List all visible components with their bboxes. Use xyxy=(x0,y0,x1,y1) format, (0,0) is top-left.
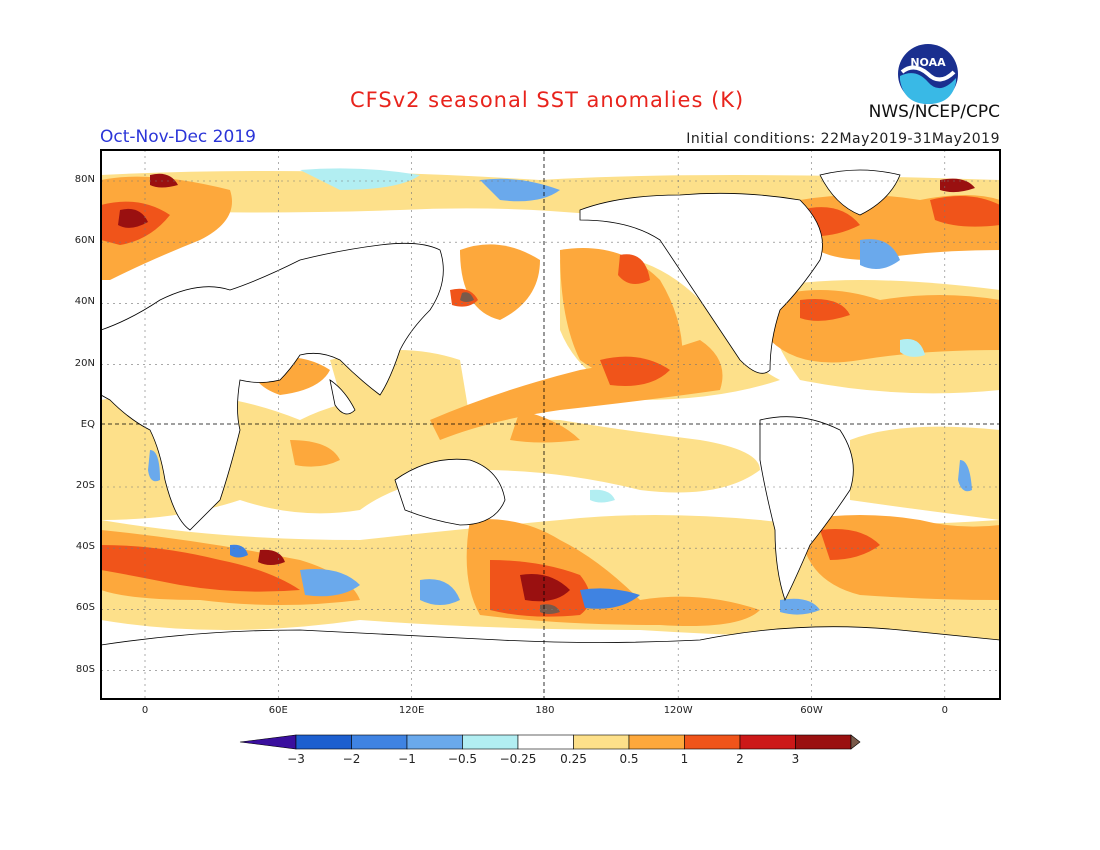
africa-eurasia xyxy=(101,242,444,531)
lat-label: 80S xyxy=(75,663,95,675)
noaa-logo-text: NOAA xyxy=(910,56,946,69)
noaa-logo: NOAA xyxy=(898,44,958,104)
colorbar-swatch xyxy=(684,734,741,750)
colorbar-swatch xyxy=(351,734,408,750)
lat-label: 20S xyxy=(75,480,95,491)
season-label: Oct-Nov-Dec 2019 xyxy=(100,127,256,147)
north-america xyxy=(579,192,823,374)
lat-label: 80N xyxy=(74,174,95,185)
map-frame xyxy=(100,149,1001,700)
colorbar-tick-label: 0.25 xyxy=(560,752,587,766)
colorbar xyxy=(239,734,861,750)
colorbar-swatch xyxy=(462,734,519,750)
colorbar-swatch xyxy=(795,734,852,750)
lon-label: 120W xyxy=(663,705,693,716)
lat-label: 60S xyxy=(75,602,95,614)
colorbar-tick-label: −2 xyxy=(342,752,361,766)
antarctica xyxy=(101,626,1000,699)
colorbar-tick-label: −0.5 xyxy=(447,752,478,766)
lon-label: 180 xyxy=(535,705,555,716)
lon-label: 0 xyxy=(941,705,948,716)
lat-label: 20N xyxy=(74,357,95,369)
colorbar-tick-label: 1 xyxy=(680,752,689,766)
colorbar-swatch xyxy=(406,734,463,750)
colorbar-tick-label: −0.25 xyxy=(499,752,537,766)
colorbar-tick-label: 0.5 xyxy=(619,752,639,766)
lon-label: 60E xyxy=(268,705,288,716)
australia xyxy=(394,458,506,526)
lon-label: 120E xyxy=(398,705,425,716)
lon-label: 60W xyxy=(800,705,823,716)
agency-label: NWS/NCEP/CPC xyxy=(868,102,1000,122)
colorbar-right-arrow xyxy=(850,734,861,750)
lat-label: 40N xyxy=(74,296,95,308)
india-peninsula xyxy=(329,379,356,415)
colorbar-swatch xyxy=(295,734,352,750)
lat-label: 60N xyxy=(74,235,95,247)
colorbar-swatch xyxy=(573,734,630,750)
colorbar-tick-label: 3 xyxy=(791,752,800,766)
lat-label: EQ xyxy=(80,418,95,430)
colorbar-tick-label: −3 xyxy=(287,752,305,766)
grid-lines xyxy=(101,150,1000,699)
initial-conditions-label: Initial conditions: 22May2019-31May2019 xyxy=(686,131,1000,147)
colorbar-swatch xyxy=(739,734,796,750)
colorbar-left-arrow xyxy=(239,734,297,750)
colorbar-swatch xyxy=(628,734,685,750)
lat-label: 40S xyxy=(75,541,95,553)
colorbar-tick-label: −1 xyxy=(398,752,416,766)
colorbar-tick-label: 2 xyxy=(736,752,744,766)
map-title: CFSv2 seasonal SST anomalies (K) xyxy=(350,88,745,112)
south-america xyxy=(759,416,854,602)
land-masses xyxy=(101,169,1000,699)
colorbar-swatch xyxy=(517,734,574,750)
lon-label: 0 xyxy=(141,705,149,716)
